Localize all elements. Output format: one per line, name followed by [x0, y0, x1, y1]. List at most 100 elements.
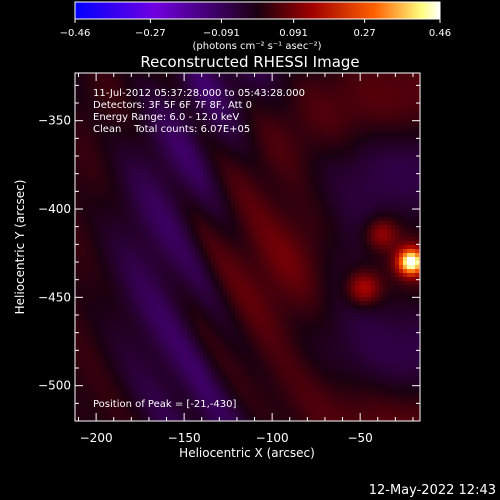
heatmap-cell	[171, 189, 175, 193]
heatmap-cell	[155, 393, 159, 397]
heatmap-cell	[111, 245, 115, 249]
heatmap-cell	[183, 393, 187, 397]
heatmap-cell	[243, 325, 247, 329]
heatmap-cell	[103, 137, 107, 141]
heatmap-cell	[263, 125, 267, 129]
heatmap-cell	[187, 277, 191, 281]
heatmap-cell	[139, 301, 143, 305]
heatmap-cell	[227, 153, 231, 157]
heatmap-cell	[87, 325, 91, 329]
heatmap-cell	[223, 169, 227, 173]
heatmap-cell	[99, 317, 103, 321]
heatmap-cell	[223, 129, 227, 133]
colorbar-tick-label: 0.46	[429, 28, 451, 39]
heatmap-cell	[263, 349, 267, 353]
heatmap-cell	[155, 345, 159, 349]
heatmap-cell	[219, 269, 223, 273]
heatmap-cell	[75, 397, 79, 401]
heatmap-cell	[235, 217, 239, 221]
heatmap-cell	[223, 333, 227, 337]
heatmap-cell	[183, 89, 187, 93]
heatmap-cell	[219, 73, 223, 77]
heatmap-cell	[139, 405, 143, 409]
heatmap-cell	[99, 157, 103, 161]
heatmap-cell	[167, 205, 171, 209]
heatmap-cell	[147, 381, 151, 385]
heatmap-cell	[171, 113, 175, 117]
heatmap-cell	[279, 289, 283, 293]
heatmap-cell	[175, 329, 179, 333]
heatmap-cell	[87, 321, 91, 325]
heatmap-cell	[143, 345, 147, 349]
heatmap-cell	[119, 113, 123, 117]
heatmap-cell	[239, 417, 243, 421]
heatmap-cell	[119, 297, 123, 301]
heatmap-cell	[215, 309, 219, 313]
heatmap-cell	[271, 109, 275, 113]
heatmap-cell	[163, 169, 167, 173]
heatmap-cell	[91, 369, 95, 373]
heatmap-cell	[271, 125, 275, 129]
heatmap-cell	[195, 137, 199, 141]
heatmap-cell	[267, 313, 271, 317]
heatmap-cell	[287, 257, 291, 261]
heatmap-cell	[95, 233, 99, 237]
heatmap-cell	[203, 125, 207, 129]
heatmap-cell	[87, 301, 91, 305]
heatmap-cell	[267, 213, 271, 217]
heatmap-cell	[239, 145, 243, 149]
heatmap-cell	[103, 321, 107, 325]
heatmap-cell	[139, 285, 143, 289]
heatmap-cell	[143, 313, 147, 317]
heatmap-cell	[163, 141, 167, 145]
heatmap-cell	[151, 105, 155, 109]
heatmap-cell	[191, 81, 195, 85]
heatmap-cell	[123, 125, 127, 129]
heatmap-cell	[231, 125, 235, 129]
heatmap-cell	[211, 297, 215, 301]
heatmap-cell	[163, 401, 167, 405]
heatmap-cell	[215, 297, 219, 301]
heatmap-cell	[155, 413, 159, 417]
heatmap-cell	[223, 97, 227, 101]
heatmap-cell	[291, 293, 295, 297]
heatmap-cell	[83, 345, 87, 349]
heatmap-cell	[259, 153, 263, 157]
heatmap-cell	[155, 361, 159, 365]
heatmap-cell	[231, 229, 235, 233]
heatmap-cell	[115, 397, 119, 401]
heatmap-cell	[159, 149, 163, 153]
heatmap-cell	[123, 277, 127, 281]
heatmap-cell	[91, 393, 95, 397]
heatmap-cell	[127, 221, 131, 225]
heatmap-cell	[87, 333, 91, 337]
heatmap-cell	[295, 173, 299, 177]
heatmap-cell	[99, 93, 103, 97]
heatmap-cell	[215, 169, 219, 173]
heatmap-cell	[267, 377, 271, 381]
heatmap-cell	[251, 333, 255, 337]
heatmap-cell	[283, 309, 287, 313]
heatmap-cell	[147, 333, 151, 337]
heatmap-cell	[283, 189, 287, 193]
heatmap-cell	[271, 317, 275, 321]
heatmap-cell	[171, 265, 175, 269]
heatmap-cell	[147, 229, 151, 233]
heatmap-cell	[115, 121, 119, 125]
heatmap-cell	[235, 305, 239, 309]
heatmap-cell	[275, 317, 279, 321]
heatmap-cell	[155, 205, 159, 209]
heatmap-cell	[115, 253, 119, 257]
heatmap-cell	[159, 357, 163, 361]
heatmap-cell	[127, 73, 131, 77]
heatmap-cell	[219, 213, 223, 217]
heatmap-cell	[287, 109, 291, 113]
heatmap-cell	[239, 277, 243, 281]
heatmap-cell	[191, 409, 195, 413]
heatmap-cell	[167, 241, 171, 245]
heatmap-cell	[271, 389, 275, 393]
heatmap-cell	[79, 329, 83, 333]
heatmap-cell	[299, 169, 303, 173]
heatmap-cell	[183, 345, 187, 349]
heatmap-cell	[187, 197, 191, 201]
